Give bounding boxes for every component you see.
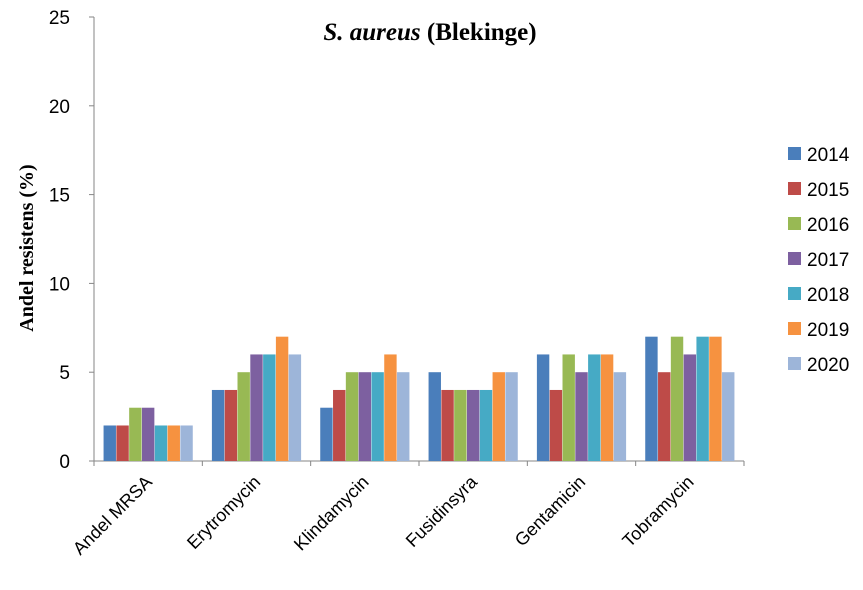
bar-2015-4 [441,389,454,461]
y-tick-label: 20 [49,97,70,118]
x-tick-label: Andel MRSA [69,472,156,559]
x-tick-label: Erytromycin [183,472,264,553]
legend-label: 2017 [807,250,849,271]
legend-swatch [788,357,801,370]
bar-2019-3 [384,354,397,461]
y-axis-label: Andel resistens (%) [16,164,38,331]
bar-2015-1 [116,425,129,461]
bar-2019-6 [709,336,722,461]
bar-2019-2 [275,336,289,461]
bar-2018-2 [263,354,276,461]
bar-2017-3 [358,372,372,461]
legend-swatch [788,217,801,230]
chart-title-italic: S. aureus [323,19,420,46]
x-tick-label: Gentamicin [511,472,590,551]
bar-2014-4 [428,372,441,461]
bar-2020-2 [288,354,302,461]
bar-2018-3 [371,372,384,461]
legend-swatch [788,252,801,265]
chart-title: S. aureus (Blekinge) [323,19,536,46]
bar-2018-4 [479,389,493,461]
bar-2016-1 [129,407,142,461]
x-tick-labels: Andel MRSA Erytromycin Klindamycin Fusidins… [69,471,698,559]
y-tick-label: 25 [49,8,70,29]
legend-label: 2018 [807,285,849,306]
bar-2014-6 [645,336,658,461]
bar-2015-2 [224,389,238,461]
bar-2015-5 [549,389,563,461]
axes [93,17,745,466]
bar-2017-4 [466,389,480,461]
y-tick-label: 0 [59,452,70,473]
chart-title-rest: (Blekinge) [421,19,537,46]
bar-2017-5 [575,372,588,461]
bar-2015-6 [658,372,671,461]
legend-label: 2015 [807,180,849,201]
bar-2017-1 [141,407,155,461]
legend-swatch [788,182,801,195]
y-tick-label: 10 [49,274,70,295]
y-ticks: 0 5 10 15 20 25 [49,8,94,473]
legend-label: 2019 [807,320,849,341]
bar-2018-6 [696,336,709,461]
legend-label: 2014 [807,145,850,166]
bar-2016-3 [345,372,359,461]
bars [103,336,735,461]
legend-swatch [788,322,801,335]
bar-2020-6 [722,372,735,461]
bar-2014-3 [320,407,333,461]
bar-2018-5 [588,354,601,461]
x-tick-label: Tobramycin [618,472,697,551]
bar-2017-2 [250,354,263,461]
legend-swatch [788,147,801,160]
bar-2020-4 [505,372,518,461]
bar-2016-2 [237,372,250,461]
legend-swatch [788,287,801,300]
bar-2019-4 [492,372,505,461]
bar-2015-3 [333,389,346,461]
legend: 2014 2015 2016 2017 2018 2019 2020 [788,145,850,376]
bar-2019-1 [167,425,180,461]
bar-2016-6 [670,336,684,461]
y-tick-label: 15 [49,186,70,207]
bar-2014-5 [536,354,550,461]
legend-label: 2020 [807,355,849,376]
x-tick-label: Klindamycin [290,472,373,555]
bar-2020-3 [397,372,410,461]
bar-2014-1 [103,425,116,461]
bar-2019-5 [600,354,614,461]
legend-label: 2016 [807,215,849,236]
bar-2016-4 [454,389,467,461]
bar-2020-5 [613,372,627,461]
x-tick-label: Fusidinsyra [402,471,482,551]
bar-2016-5 [562,354,575,461]
bar-2014-2 [211,389,225,461]
bar-2018-1 [154,425,168,461]
bar-2020-1 [180,425,193,461]
bar-2017-6 [683,354,697,461]
y-tick-label: 5 [59,363,70,384]
